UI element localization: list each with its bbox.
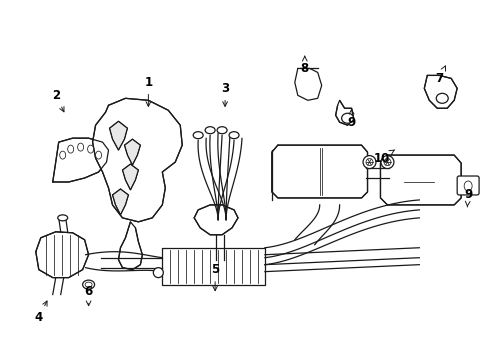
Polygon shape <box>380 155 460 205</box>
Ellipse shape <box>78 143 83 151</box>
Polygon shape <box>424 75 456 108</box>
Ellipse shape <box>380 156 393 168</box>
Ellipse shape <box>205 127 215 134</box>
Polygon shape <box>92 98 182 222</box>
Ellipse shape <box>67 145 74 153</box>
Ellipse shape <box>366 159 372 166</box>
Polygon shape <box>109 121 127 150</box>
Ellipse shape <box>362 156 375 168</box>
Ellipse shape <box>85 282 92 287</box>
Ellipse shape <box>153 268 163 278</box>
Text: 4: 4 <box>35 301 47 324</box>
Polygon shape <box>162 248 264 285</box>
Polygon shape <box>271 145 367 198</box>
Ellipse shape <box>95 151 102 159</box>
Ellipse shape <box>82 280 94 289</box>
Text: 8: 8 <box>300 56 308 75</box>
Ellipse shape <box>463 181 471 191</box>
Polygon shape <box>53 138 108 182</box>
Polygon shape <box>194 205 238 235</box>
Text: 2: 2 <box>52 89 64 112</box>
Text: 3: 3 <box>221 82 229 107</box>
Ellipse shape <box>87 145 93 153</box>
Polygon shape <box>335 100 353 125</box>
Text: 9: 9 <box>347 109 355 129</box>
Polygon shape <box>124 139 140 165</box>
Text: 7: 7 <box>434 66 445 85</box>
Ellipse shape <box>217 127 226 134</box>
Polygon shape <box>36 232 88 278</box>
Polygon shape <box>118 222 142 270</box>
Text: 6: 6 <box>84 285 93 306</box>
Ellipse shape <box>58 215 67 221</box>
Ellipse shape <box>341 113 353 123</box>
Ellipse shape <box>228 132 239 139</box>
Ellipse shape <box>60 151 65 159</box>
Ellipse shape <box>383 159 390 166</box>
Ellipse shape <box>435 93 447 103</box>
Text: 10: 10 <box>372 150 394 165</box>
Text: 1: 1 <box>144 76 152 107</box>
Polygon shape <box>294 68 321 100</box>
FancyBboxPatch shape <box>456 176 478 195</box>
Polygon shape <box>112 189 128 215</box>
Ellipse shape <box>193 132 203 139</box>
Polygon shape <box>122 164 138 190</box>
Text: 5: 5 <box>210 263 219 291</box>
Text: 9: 9 <box>463 188 471 207</box>
